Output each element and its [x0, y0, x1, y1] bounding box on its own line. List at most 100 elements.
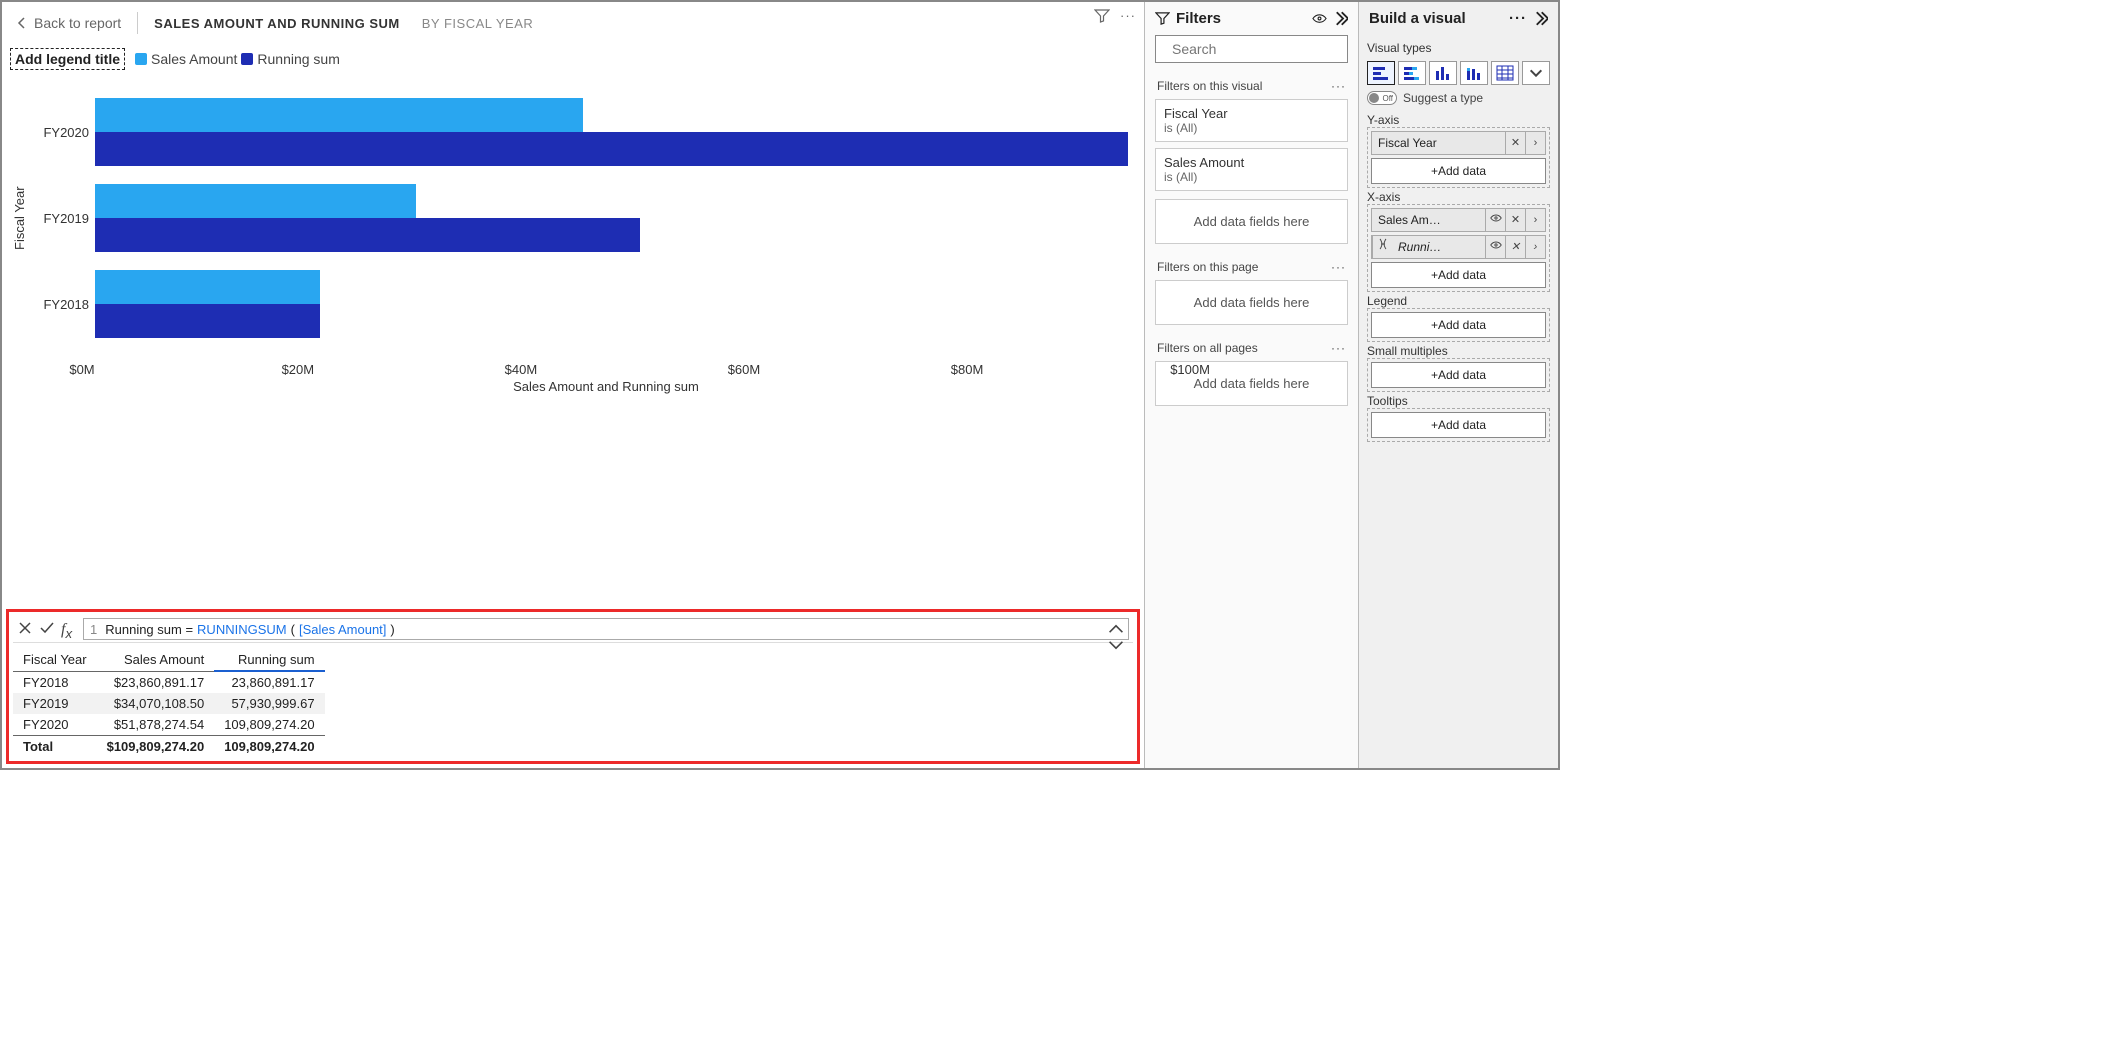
- add-data-button[interactable]: +Add data: [1371, 262, 1546, 288]
- filters-visual-label: Filters on this visual···: [1145, 73, 1358, 97]
- filter-icon: [1155, 11, 1170, 26]
- filters-page-label: Filters on this page···: [1145, 254, 1358, 278]
- legend-item: Sales Amount: [135, 51, 237, 67]
- chevron-right-icon[interactable]: ›: [1525, 236, 1545, 258]
- field-well[interactable]: Sales Am… ✕ › Runni… ✕ › +Add data: [1367, 204, 1550, 292]
- search-input[interactable]: [1172, 41, 1353, 57]
- table-header[interactable]: Sales Amount: [97, 649, 215, 671]
- bar-running-sum[interactable]: [95, 218, 640, 252]
- visual-type-hbar-stack-icon[interactable]: [1398, 61, 1426, 85]
- category-label: FY2018: [29, 297, 95, 312]
- bar-sales-amount[interactable]: [95, 184, 416, 218]
- more-icon[interactable]: ···: [1120, 8, 1136, 27]
- well-label: Y-axis: [1367, 113, 1550, 127]
- data-table: Fiscal YearSales AmountRunning sumFY2018…: [13, 649, 325, 757]
- main-area: ··· Back to report SALES AMOUNT AND RUNN…: [2, 2, 1144, 768]
- well-label: Tooltips: [1367, 394, 1550, 408]
- field-well[interactable]: +Add data: [1367, 308, 1550, 342]
- table-row[interactable]: FY2018$23,860,891.1723,860,891.17: [13, 671, 325, 693]
- commit-icon[interactable]: [39, 620, 55, 639]
- table-header[interactable]: Fiscal Year: [13, 649, 97, 671]
- filters-all-label: Filters on all pages···: [1145, 335, 1358, 359]
- eye-icon[interactable]: [1485, 236, 1505, 258]
- back-to-report[interactable]: Back to report: [16, 15, 121, 31]
- chevron-right-icon[interactable]: ›: [1525, 209, 1545, 231]
- more-icon[interactable]: ···: [1331, 341, 1346, 355]
- visual-header-icons: ···: [1094, 8, 1136, 27]
- bar-running-sum[interactable]: [95, 304, 320, 338]
- filter-card[interactable]: Fiscal Yearis (All): [1155, 99, 1348, 142]
- well-label: X-axis: [1367, 190, 1550, 204]
- table-row[interactable]: FY2020$51,878,274.54109,809,274.20: [13, 714, 325, 736]
- x-axis-label: Sales Amount and Running sum: [82, 379, 1130, 394]
- table-header-row: Fiscal YearSales AmountRunning sum: [13, 649, 325, 671]
- add-data-button[interactable]: +Add data: [1371, 362, 1546, 388]
- field-well[interactable]: +Add data: [1367, 358, 1550, 392]
- legend-row: Add legend title Sales AmountRunning sum: [10, 48, 1130, 70]
- eye-icon[interactable]: [1312, 11, 1327, 26]
- eye-icon[interactable]: [1485, 209, 1505, 231]
- add-data-button[interactable]: +Add data: [1371, 158, 1546, 184]
- filter-icon[interactable]: [1094, 8, 1110, 27]
- chart-category-row: FY2019: [29, 184, 1130, 252]
- bar-sales-amount[interactable]: [95, 98, 583, 132]
- suggest-toggle[interactable]: Off: [1367, 91, 1397, 105]
- field-well[interactable]: Fiscal Year ✕ › +Add data: [1367, 127, 1550, 188]
- well-label: Legend: [1367, 294, 1550, 308]
- visual-types-label: Visual types: [1367, 41, 1550, 55]
- x-tick: $80M: [951, 362, 984, 377]
- visual-type-hbar-icon[interactable]: [1367, 61, 1395, 85]
- y-axis-label: Fiscal Year: [10, 80, 29, 356]
- chart-area: Add legend title Sales AmountRunning sum…: [2, 38, 1144, 605]
- more-icon[interactable]: ···: [1331, 260, 1346, 274]
- collapse-icon[interactable]: [1533, 11, 1548, 26]
- field-pill[interactable]: Sales Am… ✕ ›: [1371, 208, 1546, 232]
- chevron-right-icon[interactable]: ›: [1525, 132, 1545, 154]
- legend-item: Running sum: [241, 51, 340, 67]
- back-label: Back to report: [34, 15, 121, 31]
- filters-page-drop[interactable]: Add data fields here: [1155, 280, 1348, 325]
- chart-category-row: FY2020: [29, 98, 1130, 166]
- remove-icon[interactable]: ✕: [1505, 209, 1525, 231]
- add-data-button[interactable]: +Add data: [1371, 412, 1546, 438]
- filters-visual-drop[interactable]: Add data fields here: [1155, 199, 1348, 244]
- visual-type-vbar-stack-icon[interactable]: [1460, 61, 1488, 85]
- field-well[interactable]: +Add data: [1367, 408, 1550, 442]
- field-pill[interactable]: Fiscal Year ✕ ›: [1371, 131, 1546, 155]
- bar-sales-amount[interactable]: [95, 270, 320, 304]
- table-header[interactable]: Running sum: [214, 649, 324, 671]
- x-tick: $0M: [69, 362, 94, 377]
- x-tick: $20M: [282, 362, 315, 377]
- filters-header: Filters: [1145, 2, 1358, 35]
- formula-input[interactable]: 1 Running sum = RUNNINGSUM ( [Sales Amou…: [83, 618, 1129, 640]
- formula-expand-icon[interactable]: [1108, 621, 1124, 653]
- breadcrumb-bar: Back to report SALES AMOUNT AND RUNNING …: [2, 2, 1144, 38]
- cancel-icon[interactable]: [17, 620, 33, 639]
- more-icon[interactable]: ···: [1509, 10, 1527, 27]
- more-icon[interactable]: ···: [1331, 79, 1346, 93]
- chart-body: FY2020 FY2019 FY2018: [29, 80, 1130, 356]
- remove-icon[interactable]: ✕: [1505, 132, 1525, 154]
- build-header: Build a visual ···: [1359, 2, 1558, 35]
- category-label: FY2019: [29, 211, 95, 226]
- build-visual-panel: Build a visual ··· Visual types Off Sugg…: [1358, 2, 1558, 768]
- fx-icon[interactable]: fx: [61, 621, 77, 637]
- visual-type-vbar-icon[interactable]: [1429, 61, 1457, 85]
- table-row[interactable]: FY2019$34,070,108.5057,930,999.67: [13, 693, 325, 714]
- filters-search[interactable]: [1155, 35, 1348, 63]
- field-pill[interactable]: Runni… ✕ ›: [1371, 235, 1546, 259]
- suggest-type-row: Off Suggest a type: [1367, 91, 1550, 105]
- breadcrumb-subtitle: BY FISCAL YEAR: [422, 16, 534, 31]
- collapse-icon[interactable]: [1333, 11, 1348, 26]
- visual-type-table-icon[interactable]: [1491, 61, 1519, 85]
- add-data-button[interactable]: +Add data: [1371, 312, 1546, 338]
- table-total-row: Total$109,809,274.20109,809,274.20: [13, 736, 325, 758]
- legend-title-placeholder[interactable]: Add legend title: [10, 48, 125, 70]
- bar-running-sum[interactable]: [95, 132, 1128, 166]
- chart-category-row: FY2018: [29, 270, 1130, 338]
- filters-panel: Filters Filters on this visual··· Fiscal…: [1144, 2, 1358, 768]
- remove-icon[interactable]: ✕: [1505, 236, 1525, 258]
- visual-type-more-icon[interactable]: [1522, 61, 1550, 85]
- table-panel: fx 1 Running sum = RUNNINGSUM ( [Sales A…: [6, 609, 1140, 764]
- filter-card[interactable]: Sales Amountis (All): [1155, 148, 1348, 191]
